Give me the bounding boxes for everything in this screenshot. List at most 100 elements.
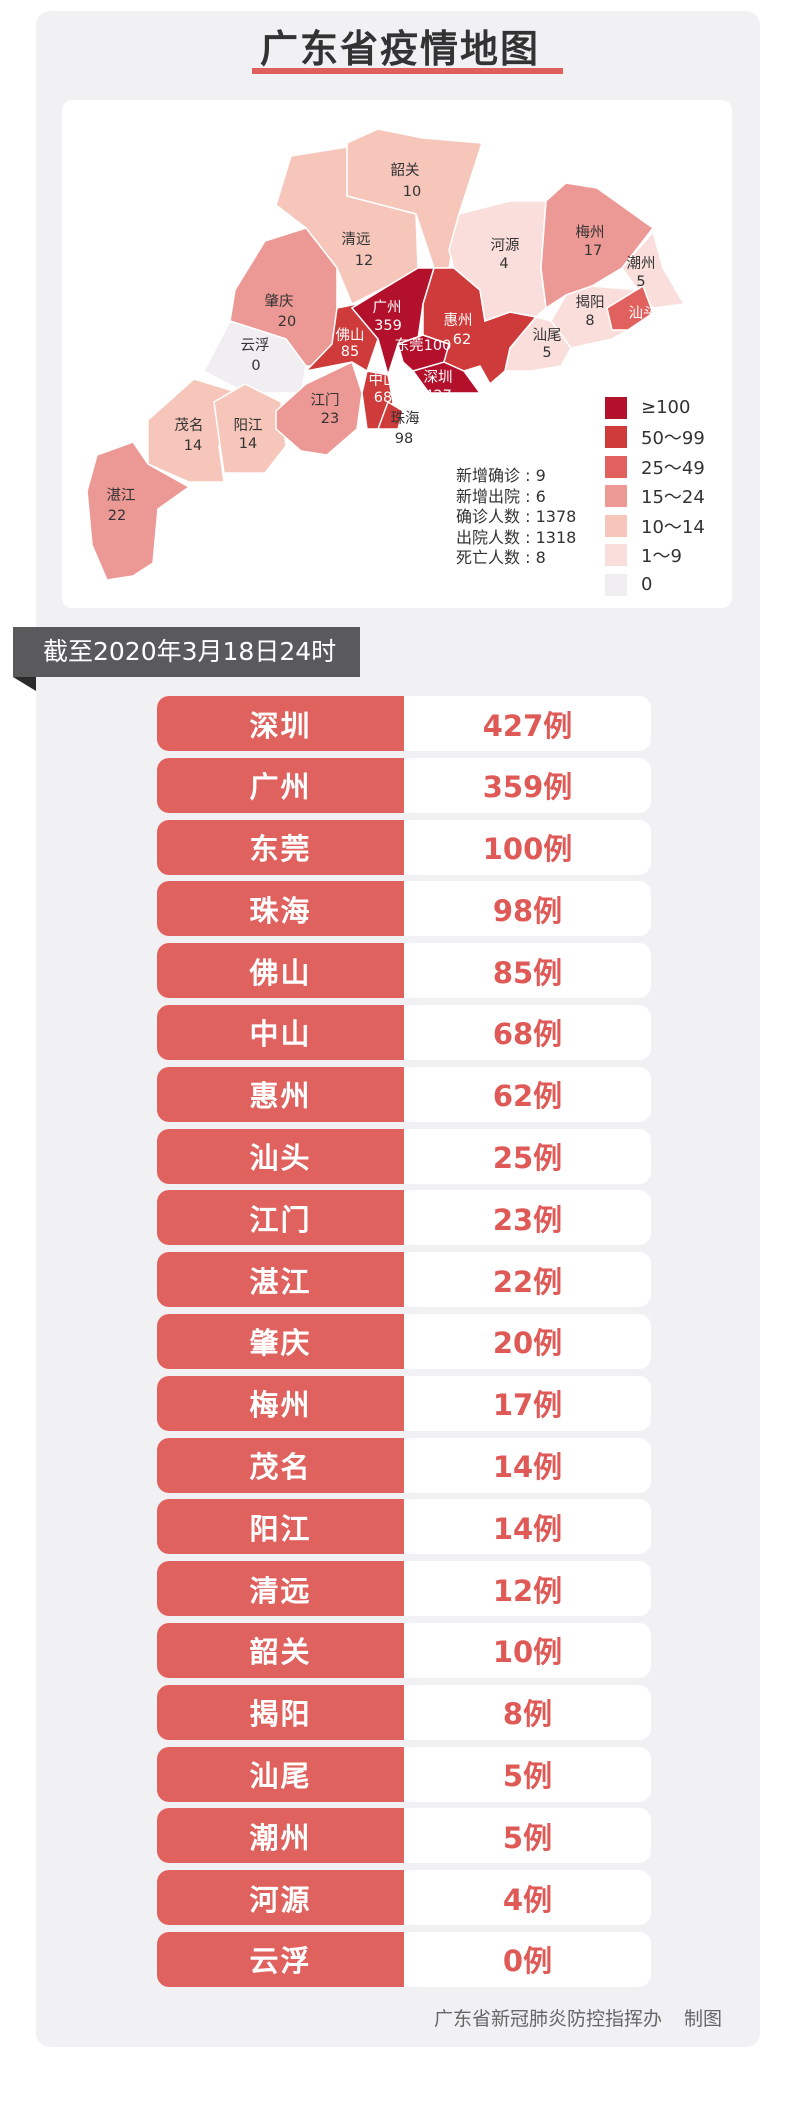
map-region-value: 17 — [584, 243, 602, 259]
legend-item: 0 — [605, 570, 705, 600]
city-name: 广州 — [157, 757, 404, 813]
map-region-label: 佛山 — [336, 327, 365, 344]
footer-credit: 广东省新冠肺炎防控指挥办 制图 — [434, 2004, 722, 2031]
case-count: 62例 — [492, 1079, 563, 1114]
city-name: 潮州 — [157, 1808, 404, 1864]
legend-item: ≥100 — [605, 393, 705, 423]
legend-swatch — [605, 485, 627, 508]
map-region-value: 68 — [374, 390, 392, 406]
city-name: 茂名 — [157, 1437, 404, 1493]
case-count: 359例 — [482, 770, 573, 805]
stat-value: 1378 — [535, 507, 577, 527]
city-name: 梅州 — [157, 1375, 404, 1431]
map-region-label: 清远 — [342, 231, 371, 248]
map-region-name: 东莞 — [395, 337, 424, 354]
legend-label: 15～24 — [641, 487, 705, 509]
city-name: 云浮 — [157, 1931, 404, 1987]
table-row: 深圳 427例 — [157, 696, 651, 751]
table-row: 汕头 25例 — [157, 1128, 651, 1184]
case-count: 17例 — [492, 1388, 563, 1423]
map-region-value: 100 — [424, 338, 452, 354]
case-count: 68例 — [492, 1017, 563, 1052]
legend-label: 0 — [641, 574, 653, 596]
guangdong-map: 韶关10清远12肇庆20云浮0茂名14阳江14湛江22江门23佛山85广州359… — [86, 128, 686, 581]
map-region-label: 河源 — [491, 237, 520, 254]
case-count: 5例 — [502, 1759, 553, 1794]
case-count: 427例 — [482, 708, 573, 743]
city-name: 阳江 — [157, 1499, 404, 1555]
map-region-label: 潮州 — [627, 255, 656, 272]
stat-label: 出院人数 — [456, 527, 521, 547]
case-count: 14例 — [492, 1511, 563, 1546]
city-name: 深圳 — [157, 696, 404, 751]
city-name: 肇庆 — [157, 1313, 404, 1369]
map-region — [86, 441, 191, 581]
legend-label: 25～49 — [641, 457, 705, 479]
map-region-label: 茂名 — [175, 417, 204, 434]
city-name: 清远 — [157, 1561, 404, 1617]
city-name: 佛山 — [157, 943, 404, 999]
map-region-label: 广州 — [373, 299, 402, 316]
map-region-label: 揭阳 — [576, 294, 605, 311]
map-region-label: 惠州 — [444, 312, 473, 329]
map-region — [540, 182, 655, 310]
map-legend: ≥100 50～99 25～49 15～24 10～14 1～9 0 — [605, 393, 705, 600]
city-name: 揭阳 — [157, 1684, 404, 1740]
table-row: 梅州 17例 — [157, 1375, 651, 1431]
table-row: 广州 359例 — [157, 757, 651, 813]
case-count: 85例 — [492, 955, 563, 990]
case-count: 98例 — [492, 893, 563, 928]
table-row: 潮州 5例 — [157, 1808, 651, 1864]
map-region-label: 汕头 — [629, 305, 658, 322]
footer-suffix: 制图 — [683, 2008, 722, 2030]
legend-item: 15～24 — [605, 482, 705, 512]
table-row: 肇庆 20例 — [157, 1313, 651, 1369]
stat-label: 死亡人数 — [456, 548, 521, 568]
table-row: 中山 68例 — [157, 1004, 651, 1060]
table-row: 河源 4例 — [157, 1870, 651, 1926]
map-region-value: 23 — [321, 411, 339, 427]
city-name: 河源 — [157, 1870, 404, 1926]
map-region — [448, 200, 547, 323]
legend-label: 50～99 — [641, 428, 705, 450]
city-name: 中山 — [157, 1004, 404, 1060]
map-region-label: 深圳 — [424, 369, 453, 386]
legend-label: ≥100 — [641, 397, 691, 419]
map-region — [350, 267, 436, 378]
map-region — [504, 316, 572, 372]
map-region-label: 汕尾 — [533, 327, 562, 344]
city-name: 湛江 — [157, 1252, 404, 1308]
map-region — [376, 400, 404, 430]
map-region-label: 梅州 — [576, 224, 605, 241]
case-count: 10例 — [492, 1635, 563, 1670]
table-row: 珠海 98例 — [157, 881, 651, 937]
city-name: 江门 — [157, 1190, 404, 1246]
table-row: 惠州 62例 — [157, 1066, 651, 1122]
case-count: 25例 — [492, 1141, 563, 1176]
legend-swatch — [605, 455, 627, 478]
map-region-label: 珠海 — [391, 410, 420, 427]
map-region-value: 0 — [251, 358, 260, 374]
map-region-label: 湛江 — [107, 487, 136, 504]
title-underline — [252, 68, 563, 74]
table-row: 东莞 100例 — [157, 819, 651, 875]
map-region-value: 8 — [585, 313, 594, 329]
legend-swatch — [605, 573, 627, 596]
table-row: 阳江 14例 — [157, 1499, 651, 1555]
map-region-value: 20 — [278, 314, 296, 330]
table-row: 韶关 10例 — [157, 1622, 651, 1678]
map-region-value: 4 — [499, 256, 508, 272]
stat-value: 9 — [535, 466, 546, 485]
map-region-value: 62 — [453, 332, 471, 348]
case-count: 14例 — [492, 1450, 563, 1485]
legend-swatch — [605, 426, 627, 449]
case-count: 0例 — [502, 1944, 553, 1979]
legend-item: 25～49 — [605, 452, 705, 482]
city-name: 惠州 — [157, 1066, 404, 1122]
banner-fold — [13, 677, 36, 691]
map-region-label: 东莞100 — [395, 337, 452, 354]
map-region-value: 12 — [355, 253, 373, 269]
table-row: 云浮 0例 — [157, 1931, 651, 1987]
case-count: 4例 — [502, 1882, 553, 1917]
legend-item: 50～99 — [605, 423, 705, 453]
